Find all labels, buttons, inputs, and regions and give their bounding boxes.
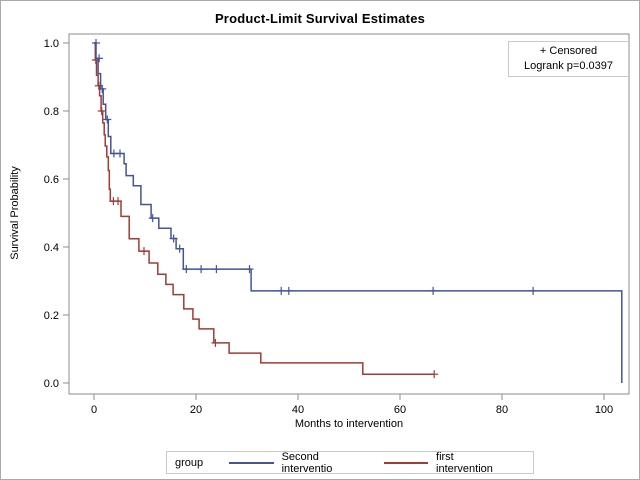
plot-frame [68,33,630,395]
inset-legend: + Censored Logrank p=0.0397 [508,41,629,77]
y-axis-label: Survival Probability [9,166,21,260]
x-tick-label: 0 [91,404,97,416]
legend-line-swatch-red [383,461,429,464]
y-tick-label: 0.2 [44,310,59,322]
logrank-note: Logrank p=0.0397 [524,60,613,72]
y-tick-label: 0.8 [44,106,59,118]
legend-line-swatch-blue [229,461,274,464]
y-tick-label: 0.6 [44,174,59,186]
x-tick-label: 60 [394,404,406,416]
y-tick-label: 0.0 [44,378,59,390]
legend-item-second-intervention: Second interventio [229,451,369,475]
legend-title: group [175,456,204,469]
censored-note: + Censored [539,45,598,57]
x-tick-label: 20 [190,404,202,416]
x-axis-label: Months to intervention [294,418,404,430]
x-tick-label: 40 [292,404,304,416]
y-tick-label: 1.0 [44,38,59,50]
chart-title: Product-Limit Survival Estimates [214,11,426,26]
group-legend: group Second interventio first intervent… [166,450,534,475]
survival-curve-second-intervention [94,42,623,383]
survival-curve-first-intervention [94,42,435,375]
legend-label-first-intervention: first intervention [436,450,493,475]
y-tick-label: 0.4 [44,242,59,254]
x-tick-label: 80 [496,404,508,416]
x-tick-label: 100 [595,404,613,416]
legend-item-first-intervention: first intervention [383,450,511,475]
legend-label-second-intervention: Second interventio [281,450,333,475]
